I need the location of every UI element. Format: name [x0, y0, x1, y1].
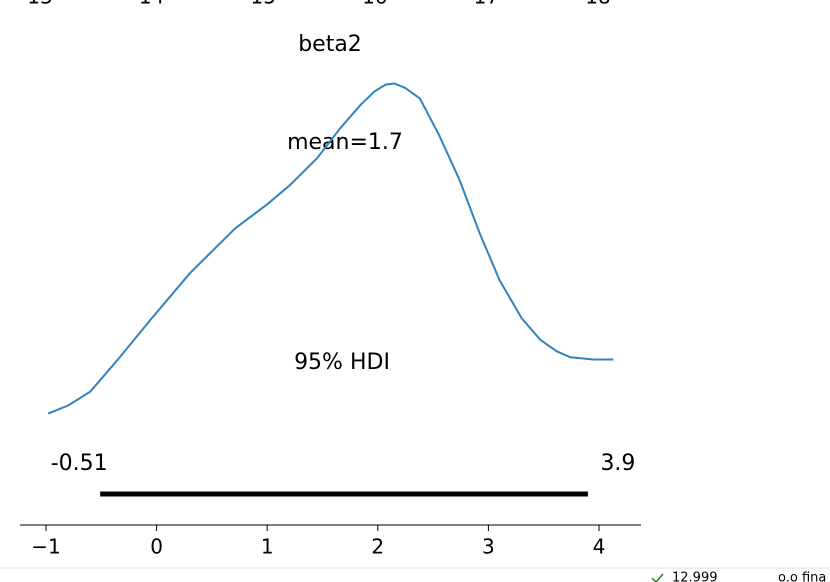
x-tick-label: 13: [27, 0, 52, 9]
status-text: o.o fina: [778, 571, 826, 582]
mean-label: mean=1.7: [287, 130, 403, 155]
hdi-high-label: 3.9: [600, 451, 635, 476]
x-tick-label: 17: [474, 0, 499, 9]
x-tick-label: 4: [593, 535, 606, 559]
status-check: [651, 573, 664, 582]
x-tick-label: 18: [585, 0, 610, 9]
x-tick-label: 2: [371, 535, 384, 559]
x-tick-label: 1: [261, 535, 274, 559]
x-tick-label: −1: [31, 535, 60, 559]
hdi-label: 95% HDI: [294, 350, 390, 375]
x-tick-label: 0: [150, 535, 163, 559]
x-tick-label: 16: [362, 0, 387, 9]
chart-title: beta2: [298, 32, 362, 57]
x-tick-label: 3: [482, 535, 495, 559]
hdi-low-label: -0.51: [51, 451, 108, 476]
status-time: 12.999: [672, 571, 718, 582]
x-tick-label: 14: [139, 0, 164, 9]
x-tick-label: 15: [250, 0, 275, 9]
density-line: [47, 82, 614, 415]
